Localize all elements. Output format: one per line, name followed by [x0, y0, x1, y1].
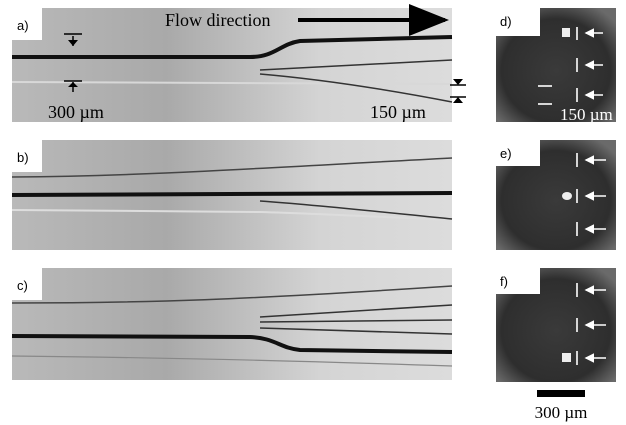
- scale-label: 300 µm: [535, 403, 588, 422]
- panel-label: d): [500, 14, 512, 29]
- panel-f: f): [496, 268, 616, 382]
- scale-bar: 300 µm: [535, 390, 588, 422]
- panel-d: d) 150 µm: [496, 8, 616, 124]
- panel-label: b): [17, 150, 29, 165]
- panel-label: e): [500, 146, 512, 161]
- annotation: 150 µm: [560, 105, 613, 124]
- panel-a: a) Flow direction 300 µm 150 µm: [11, 4, 466, 122]
- panel-label: c): [17, 278, 28, 293]
- panel-c: c): [11, 268, 453, 380]
- annotation: Flow direction: [165, 10, 271, 30]
- panel-label: a): [17, 18, 29, 33]
- panel-e: e): [496, 140, 616, 250]
- panel-b: b): [11, 140, 453, 250]
- annotation: 300 µm: [48, 102, 104, 122]
- panel-label: f): [500, 274, 508, 289]
- annotation: 150 µm: [370, 102, 426, 122]
